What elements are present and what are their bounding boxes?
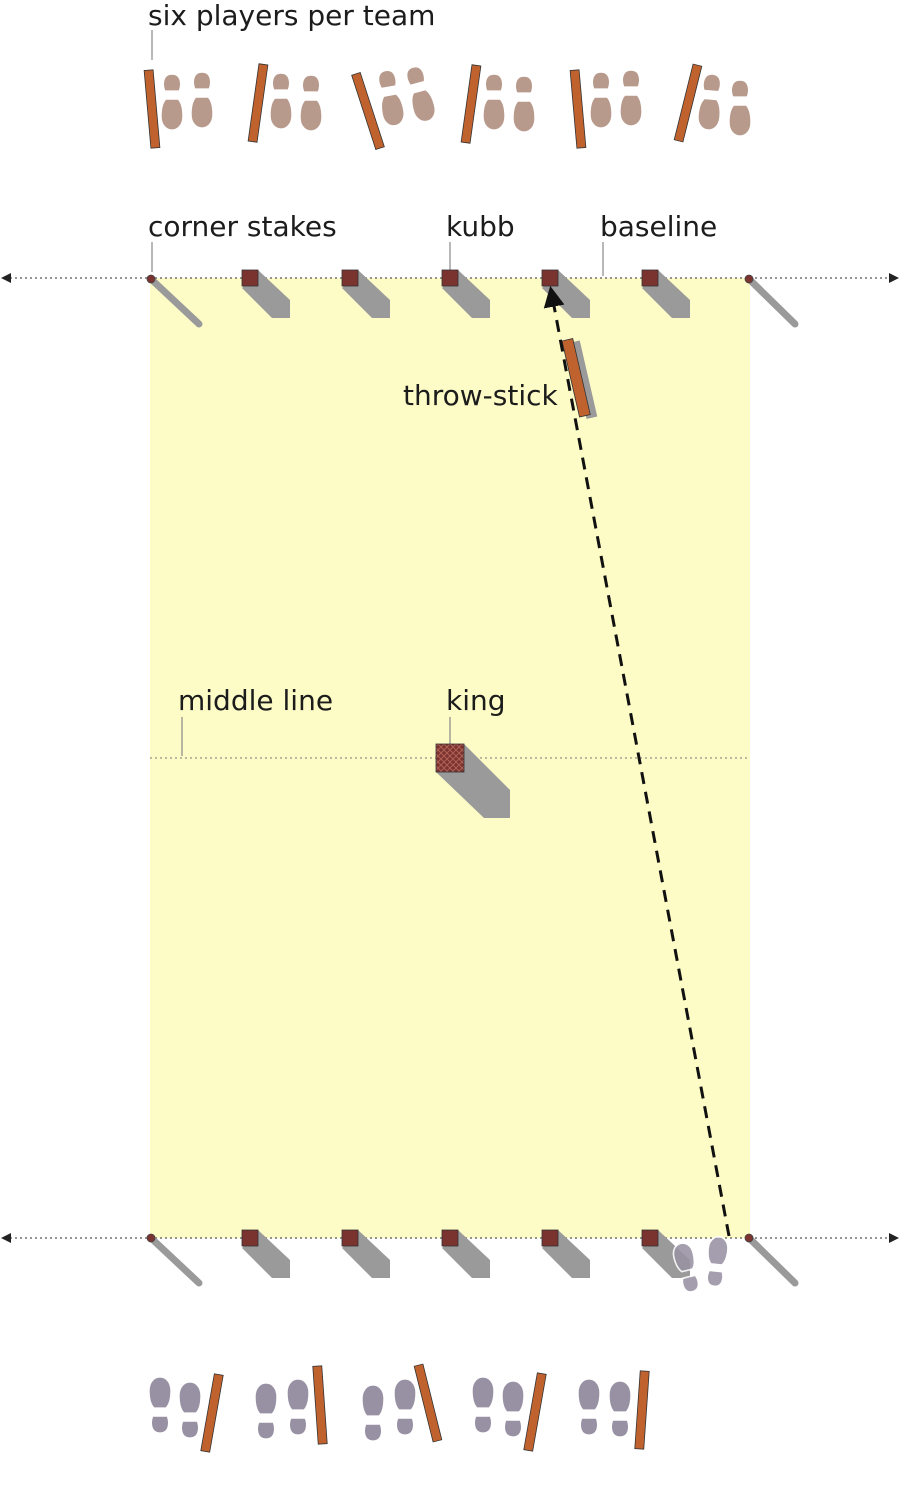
player (351, 62, 440, 150)
kubb (341, 1229, 390, 1278)
baseline-label: baseline (600, 210, 718, 243)
player (143, 69, 215, 149)
kubb (441, 1229, 490, 1278)
player (673, 63, 753, 143)
player (247, 63, 324, 143)
team-top-players (143, 62, 753, 150)
kubb (241, 1229, 290, 1278)
king-label: king (446, 684, 506, 717)
middle-line-label: middle line (178, 684, 334, 717)
king (435, 743, 510, 818)
corner-stake (744, 274, 799, 328)
kubb (441, 269, 490, 318)
corner-stake (146, 274, 203, 328)
player (569, 68, 644, 149)
throw-stick (561, 338, 598, 420)
player (147, 1373, 224, 1453)
leader-lines (151, 30, 604, 756)
kubb-label: kubb (446, 210, 515, 243)
kubb (541, 269, 590, 318)
player (360, 1363, 443, 1443)
team-bottom-players (147, 1363, 650, 1453)
kubb (541, 1229, 590, 1278)
player (253, 1365, 328, 1445)
kubb (641, 269, 690, 318)
player (576, 1370, 650, 1450)
kubb (241, 269, 290, 318)
corner-stake (146, 1233, 203, 1287)
throw-stick-label: throw-stick (403, 379, 558, 412)
corner-stake (744, 1233, 799, 1287)
thrower-footprints (670, 1234, 730, 1295)
player (460, 64, 537, 144)
corner-stakes-label: corner stakes (148, 210, 337, 243)
players-label: six players per team (148, 0, 436, 32)
kubb (341, 269, 390, 318)
throw-path-arrow (543, 285, 731, 1237)
player (470, 1372, 547, 1452)
